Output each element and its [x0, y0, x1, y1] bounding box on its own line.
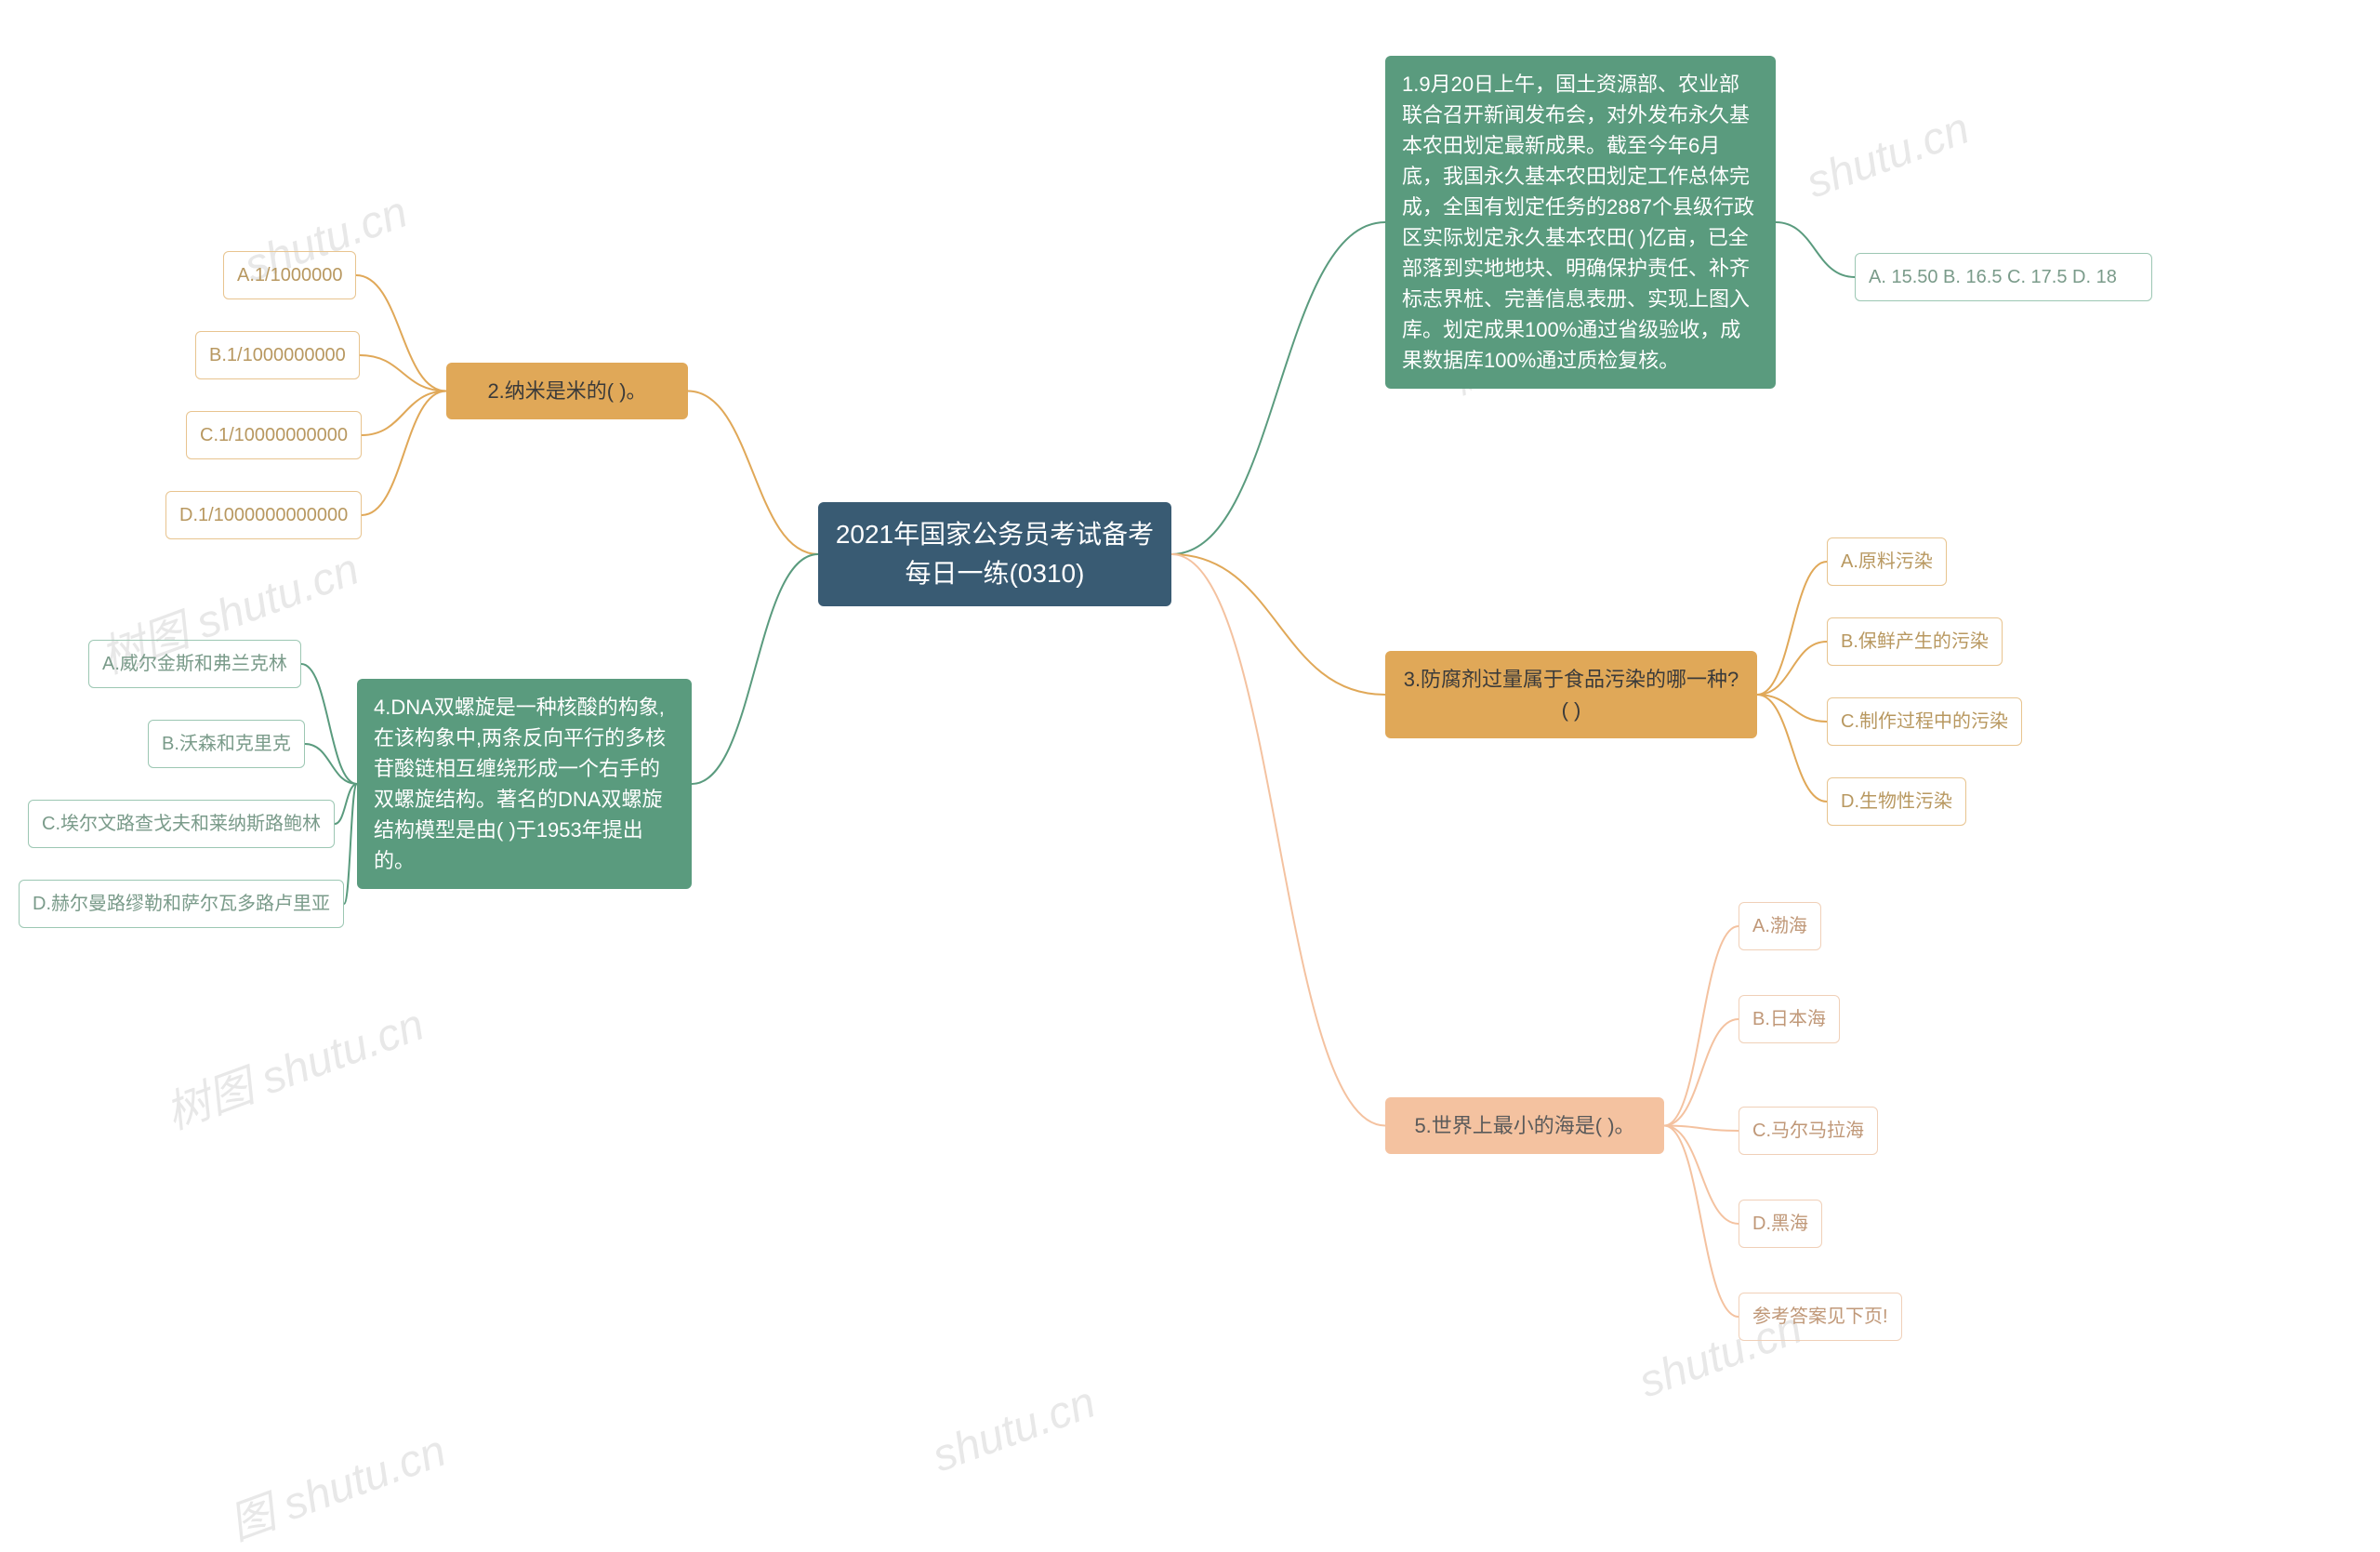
- watermark: 树图 shutu.cn: [155, 988, 431, 1141]
- leaf-q2-1: B.1/1000000000: [195, 331, 360, 379]
- watermark: shutu.cn: [1800, 103, 1976, 209]
- leaf-q5-2: C.马尔马拉海: [1739, 1107, 1878, 1155]
- branch-q1: 1.9月20日上午，国土资源部、农业部联合召开新闻发布会，对外发布永久基本农田划…: [1385, 56, 1776, 389]
- leaf-q2-0: A.1/1000000: [223, 251, 356, 299]
- leaf-q5-1: B.日本海: [1739, 995, 1840, 1043]
- leaf-q3-3: D.生物性污染: [1827, 777, 1966, 826]
- root-node: 2021年国家公务员考试备考每日一练(0310): [818, 502, 1171, 606]
- leaf-q3-1: B.保鲜产生的污染: [1827, 617, 2003, 666]
- branch-q4: 4.DNA双螺旋是一种核酸的构象,在该构象中,两条反向平行的多核苷酸链相互缠绕形…: [357, 679, 692, 889]
- leaf-q4-3: D.赫尔曼路缪勒和萨尔瓦多路卢里亚: [19, 880, 344, 928]
- leaf-q5-4: 参考答案见下页!: [1739, 1293, 1902, 1341]
- leaf-q2-2: C.1/10000000000: [186, 411, 362, 459]
- watermark: shutu.cn: [926, 1377, 1102, 1483]
- branch-q2: 2.纳米是米的( )。: [446, 363, 688, 419]
- watermark: 图 shutu.cn: [218, 1414, 453, 1552]
- branch-q5: 5.世界上最小的海是( )。: [1385, 1097, 1664, 1154]
- branch-q3: 3.防腐剂过量属于食品污染的哪一种?( ): [1385, 651, 1757, 738]
- leaf-q1-0: A. 15.50 B. 16.5 C. 17.5 D. 18: [1855, 253, 2152, 301]
- leaf-q5-3: D.黑海: [1739, 1200, 1822, 1248]
- leaf-q5-0: A.渤海: [1739, 902, 1821, 950]
- leaf-q2-3: D.1/1000000000000: [165, 491, 362, 539]
- leaf-q4-1: B.沃森和克里克: [148, 720, 305, 768]
- leaf-q4-2: C.埃尔文路查戈夫和莱纳斯路鲍林: [28, 800, 335, 848]
- leaf-q3-2: C.制作过程中的污染: [1827, 697, 2022, 746]
- leaf-q3-0: A.原料污染: [1827, 537, 1947, 586]
- leaf-q4-0: A.威尔金斯和弗兰克林: [88, 640, 301, 688]
